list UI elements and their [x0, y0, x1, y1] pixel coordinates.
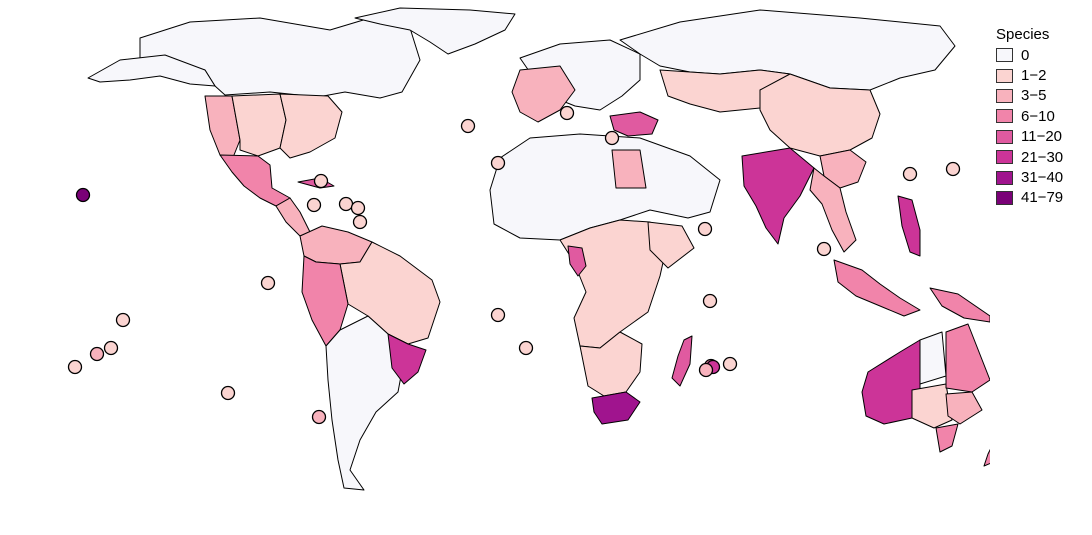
island-marker-puerto-rico [338, 196, 354, 212]
legend-swatch [996, 170, 1013, 185]
region-northern-territory [919, 331, 947, 385]
island-marker-marquesas [115, 312, 131, 328]
region-cameroon [567, 245, 587, 277]
island-marker-canary-islands [490, 155, 506, 171]
legend-swatch [996, 48, 1013, 63]
region-brazil [339, 241, 441, 345]
legend-label: 6−10 [1021, 107, 1055, 125]
region-central-africa [559, 219, 669, 349]
island-marker-cook-islands [67, 359, 83, 375]
legend-item: 3−5 [996, 86, 1063, 106]
legend: Species 0 1−2 3−5 6−10 11−20 21−30 31−40 41−79 [996, 26, 1063, 208]
region-turkey [609, 111, 659, 137]
legend-swatch [996, 68, 1013, 83]
region-southeastern-brazil [387, 333, 427, 385]
island-marker-malta [559, 105, 575, 121]
region-southeast-asia [809, 167, 857, 253]
legend-item: 11−20 [996, 127, 1063, 147]
region-ethiopia [647, 221, 695, 269]
island-marker-ogasawara [945, 161, 961, 177]
island-marker-society-islands [89, 346, 105, 362]
region-new-zealand [983, 448, 990, 467]
region-queensland [945, 323, 990, 393]
island-marker-sri-lanka [816, 241, 832, 257]
region-madagascar [671, 335, 693, 387]
legend-item: 41−79 [996, 188, 1063, 208]
island-marker-ascension [518, 340, 534, 356]
legend-item: 21−30 [996, 147, 1063, 167]
island-marker-hawaii [75, 187, 91, 203]
legend-item: 0 [996, 45, 1063, 65]
region-central-united-states [231, 93, 287, 157]
island-marker-azores [460, 118, 476, 134]
legend-item: 31−40 [996, 167, 1063, 187]
island-marker-juan-fernandez [220, 385, 236, 401]
island-marker-comoros [697, 221, 713, 237]
region-southern-south-america [325, 315, 405, 491]
legend-label: 31−40 [1021, 169, 1064, 187]
region-western-europe [511, 65, 576, 123]
legend-label: 11−20 [1021, 128, 1063, 146]
legend-rows: 0 1−2 3−5 6−10 11−20 21−30 31−40 41−79 [996, 45, 1063, 208]
legend-item: 1−2 [996, 65, 1063, 85]
legend-title: Species [996, 26, 1050, 43]
region-greenland [354, 7, 516, 55]
island-marker-tuamotu [103, 340, 119, 356]
island-marker-seychelles [702, 293, 718, 309]
region-south-australia [911, 383, 953, 429]
world-map [67, 7, 990, 491]
island-marker-cyprus [604, 130, 620, 146]
region-china [759, 73, 881, 157]
island-marker-rodrigues [698, 362, 714, 378]
island-marker-falkland-islands [311, 409, 327, 425]
region-india [741, 147, 815, 245]
island-marker-mauritius [722, 356, 738, 372]
region-egypt [611, 149, 647, 189]
island-marker-cape-verde [490, 307, 506, 323]
legend-label: 41−79 [1021, 189, 1064, 207]
legend-swatch [996, 109, 1013, 124]
legend-swatch [996, 190, 1013, 205]
region-philippines [897, 195, 921, 257]
island-marker-bahamas [306, 197, 322, 213]
region-indonesia [833, 259, 921, 317]
legend-label: 21−30 [1021, 148, 1064, 166]
region-southern-africa [579, 331, 643, 397]
island-marker-lesser-antilles [350, 200, 366, 216]
island-marker-bermuda [313, 173, 329, 189]
region-eastern-united-states [279, 93, 343, 159]
legend-label: 3−5 [1021, 87, 1047, 105]
legend-label: 0 [1021, 46, 1030, 64]
island-marker-barbados [352, 214, 368, 230]
region-victoria [935, 423, 959, 453]
island-marker-galapagos [260, 275, 276, 291]
legend-label: 1−2 [1021, 67, 1047, 85]
region-new-south-wales [945, 391, 983, 425]
legend-item: 6−10 [996, 106, 1063, 126]
region-alaska [87, 54, 216, 87]
island-marker-taiwan [902, 166, 918, 182]
legend-swatch [996, 88, 1013, 103]
region-south-africa [591, 391, 641, 425]
region-new-guinea [929, 287, 990, 323]
legend-swatch [996, 150, 1013, 165]
legend-swatch [996, 129, 1013, 144]
